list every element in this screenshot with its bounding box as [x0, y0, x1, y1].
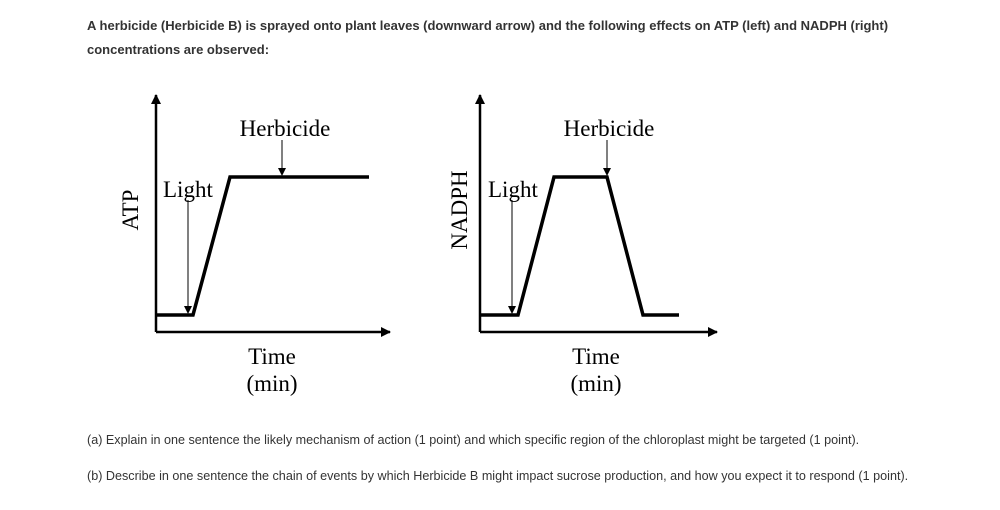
nadph-curve [480, 175, 679, 317]
question-b: (b) Describe in one sentence the chain o… [87, 469, 909, 483]
x-axis-unit: (min) [246, 371, 297, 396]
y-axis-label: ATP [118, 190, 143, 231]
intro-text: A herbicide (Herbicide B) is sprayed ont… [87, 18, 889, 57]
y-axis-label: NADPH [447, 170, 472, 249]
x-axis-unit: (min) [570, 371, 621, 396]
question-a: (a) Explain in one sentence the likely m… [87, 433, 860, 447]
atp-curve [156, 175, 369, 317]
herbicide-label: Herbicide [240, 116, 331, 141]
light-label: Light [488, 177, 538, 202]
atp-diagram: Herbicide Light ATP Time (min) [118, 94, 391, 396]
herbicide-label: Herbicide [564, 116, 655, 141]
nadph-diagram: Herbicide Light NADPH Time (min) [447, 94, 718, 396]
x-axis-label: Time [572, 344, 620, 369]
x-axis-label: Time [248, 344, 296, 369]
light-label: Light [163, 177, 213, 202]
